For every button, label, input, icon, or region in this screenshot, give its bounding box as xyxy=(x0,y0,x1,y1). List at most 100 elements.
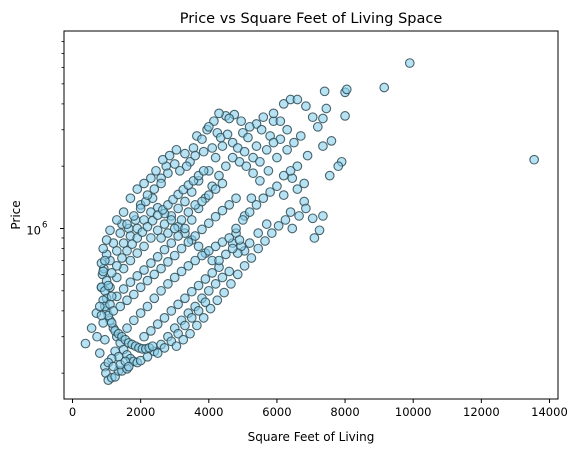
data-point xyxy=(217,141,228,151)
data-point xyxy=(156,285,166,296)
data-point xyxy=(178,334,189,345)
x-tick-label: 0 xyxy=(69,405,76,419)
data-point xyxy=(214,255,224,266)
data-point xyxy=(239,260,250,271)
data-point xyxy=(258,193,269,204)
data-point xyxy=(128,315,139,326)
data-point xyxy=(217,178,228,189)
data-point xyxy=(139,331,149,342)
data-point xyxy=(164,150,175,161)
data-point xyxy=(147,341,158,352)
data-point xyxy=(289,137,299,148)
data-point xyxy=(111,215,122,225)
data-point xyxy=(180,293,190,304)
data-point xyxy=(180,148,190,159)
data-point xyxy=(197,224,207,235)
data-point xyxy=(180,196,190,207)
data-point xyxy=(273,220,284,231)
data-point xyxy=(142,301,153,312)
data-point xyxy=(292,161,303,172)
data-point xyxy=(294,211,304,221)
data-point xyxy=(307,112,318,123)
data-point xyxy=(236,116,247,127)
data-point xyxy=(312,121,323,132)
data-point xyxy=(106,317,117,328)
data-point xyxy=(190,150,201,161)
data-point xyxy=(142,275,153,286)
data-point xyxy=(318,211,328,221)
data-point xyxy=(285,207,296,217)
data-point xyxy=(100,334,110,345)
data-point xyxy=(146,326,156,336)
data-point xyxy=(186,313,197,323)
data-point xyxy=(203,245,214,256)
data-point xyxy=(219,287,229,298)
data-point xyxy=(193,305,204,316)
data-point xyxy=(210,279,221,289)
data-point xyxy=(159,244,170,255)
data-point xyxy=(190,255,201,266)
data-point xyxy=(122,245,132,256)
data-point xyxy=(105,225,115,236)
data-point xyxy=(265,187,275,197)
data-point xyxy=(307,213,318,224)
data-point xyxy=(146,173,156,184)
data-point xyxy=(234,156,245,167)
data-point xyxy=(231,193,241,204)
data-point xyxy=(156,178,166,189)
data-point xyxy=(379,82,390,93)
data-point xyxy=(98,243,109,254)
data-point xyxy=(255,175,265,186)
data-point xyxy=(299,178,310,189)
data-point xyxy=(287,223,298,234)
data-point xyxy=(295,131,306,141)
data-point xyxy=(98,266,109,277)
data-point xyxy=(248,152,258,163)
data-point xyxy=(117,253,127,263)
data-point xyxy=(251,200,262,210)
data-point xyxy=(224,233,235,243)
data-point xyxy=(529,154,540,165)
data-point xyxy=(198,165,209,176)
data-point xyxy=(231,223,241,234)
data-point xyxy=(321,103,332,114)
data-point xyxy=(217,272,228,283)
data-point xyxy=(183,260,194,271)
data-point xyxy=(301,203,311,214)
x-tick-label: 14000 xyxy=(531,405,568,419)
data-point xyxy=(190,231,201,241)
data-point xyxy=(100,255,110,266)
data-point xyxy=(86,323,97,333)
data-point xyxy=(227,243,238,254)
data-point xyxy=(171,144,182,155)
x-tick-label: 8000 xyxy=(330,405,359,419)
data-point xyxy=(243,132,253,143)
data-point xyxy=(314,225,325,236)
data-point xyxy=(278,190,289,200)
data-point xyxy=(333,161,344,172)
data-point xyxy=(166,305,177,316)
data-point xyxy=(263,165,274,176)
data-point xyxy=(101,235,112,245)
data-point xyxy=(132,271,143,281)
data-point xyxy=(142,190,153,200)
data-point xyxy=(198,313,209,323)
data-point xyxy=(292,184,303,194)
data-point xyxy=(159,219,170,229)
data-point xyxy=(210,152,221,163)
data-point xyxy=(341,84,352,95)
data-point xyxy=(139,178,149,189)
data-point xyxy=(220,161,231,172)
data-point xyxy=(404,58,415,68)
data-point xyxy=(163,256,173,267)
data-point xyxy=(185,328,195,339)
data-point xyxy=(207,268,218,278)
data-point xyxy=(318,141,328,151)
data-point xyxy=(181,161,192,172)
data-point xyxy=(183,207,194,217)
data-point xyxy=(163,168,173,179)
data-point xyxy=(135,203,146,214)
data-point xyxy=(118,284,129,294)
data-point xyxy=(224,266,235,277)
data-point xyxy=(244,238,255,248)
